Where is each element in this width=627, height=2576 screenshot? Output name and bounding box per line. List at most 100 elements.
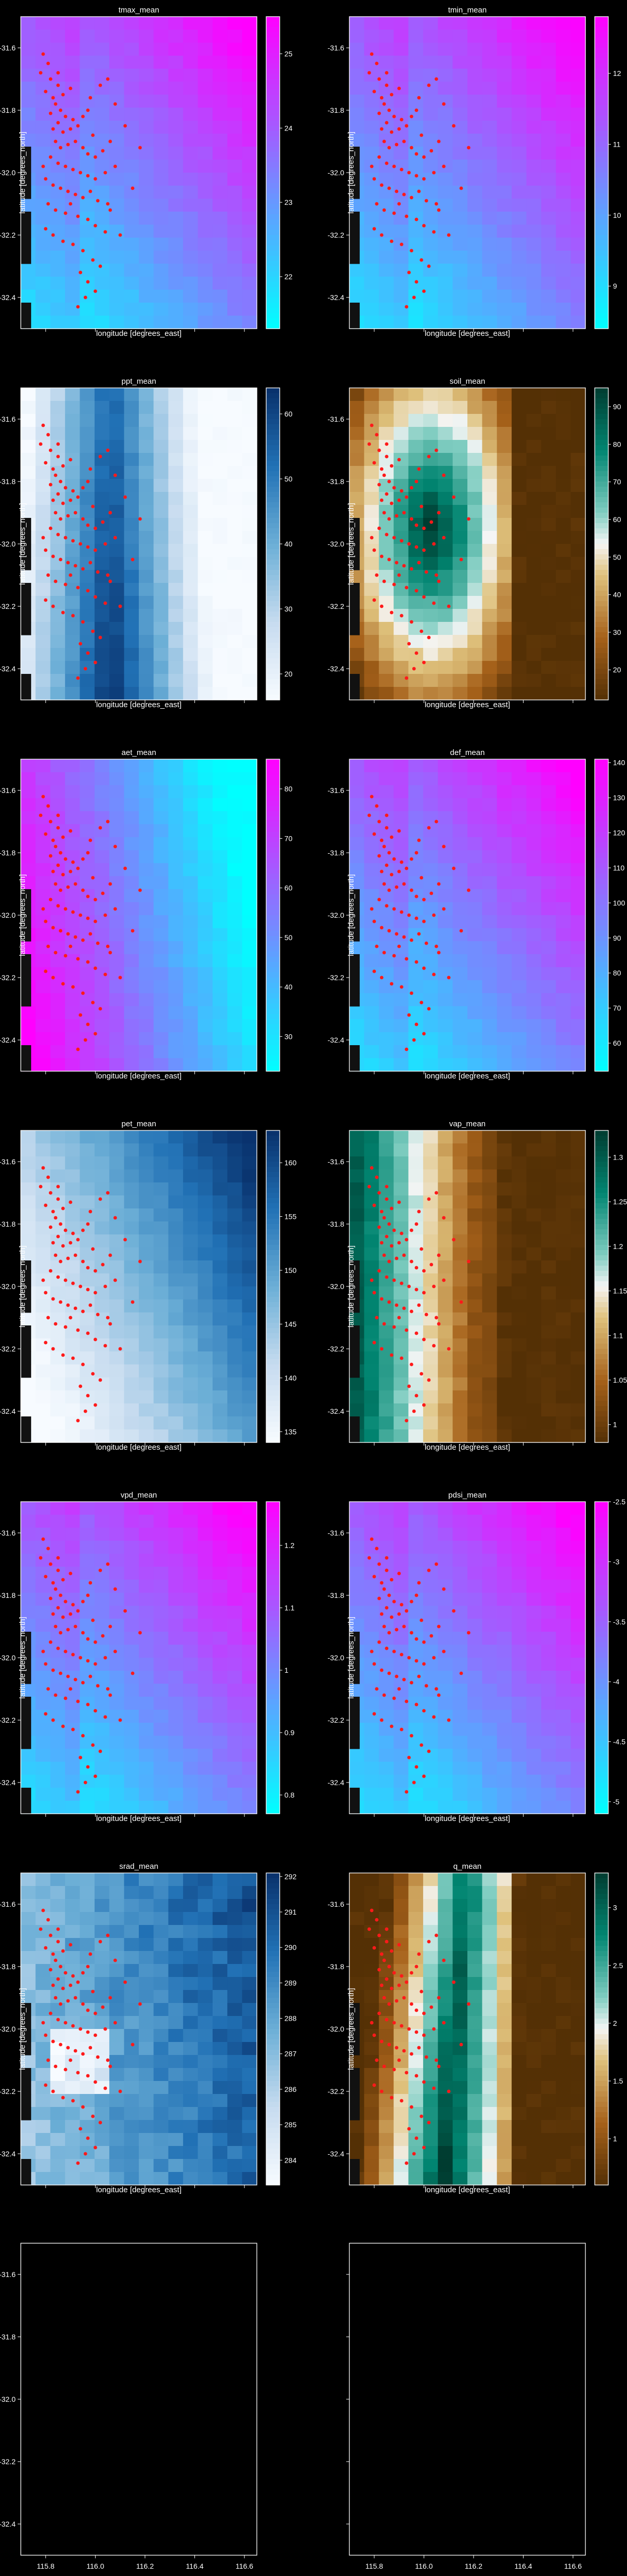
heatmap-cell: [80, 609, 95, 622]
heatmap-cell: [153, 1801, 169, 1814]
heatmap-cell: [212, 453, 228, 466]
subplot-def_mean: 60708090100110120130140-31.6-31.8-32.0-3…: [328, 748, 625, 1081]
heatmap-cell: [153, 544, 169, 557]
heatmap-cell: [408, 837, 424, 851]
heatmap-cell: [438, 1429, 453, 1443]
heatmap-cell: [212, 1567, 228, 1580]
heatmap-cell: [198, 1567, 213, 1580]
station-point: [385, 1275, 389, 1279]
colorbar-band: [266, 1333, 280, 1339]
station-point: [66, 561, 70, 565]
heatmap-cell: [541, 798, 556, 812]
heatmap-cell: [124, 264, 139, 277]
heatmap-cell: [153, 993, 169, 1007]
heatmap-cell: [242, 1619, 257, 1632]
heatmap-cell: [242, 1273, 257, 1287]
heatmap-cell: [124, 69, 139, 82]
colorbar-band: [595, 271, 608, 277]
station-point: [59, 517, 62, 521]
heatmap-cell: [242, 1130, 257, 1144]
heatmap-cell: [35, 518, 51, 531]
station-point: [54, 1216, 58, 1220]
station-point: [372, 227, 376, 231]
heatmap-cell: [556, 954, 571, 968]
heatmap-cell: [168, 759, 184, 773]
heatmap-cell: [124, 648, 139, 661]
heatmap-cell: [378, 1045, 394, 1059]
heatmap-cell: [139, 121, 154, 134]
heatmap-cell: [497, 544, 512, 557]
heatmap-cell: [526, 277, 542, 290]
heatmap-cell: [65, 1377, 81, 1391]
heatmap-cell: [438, 290, 453, 303]
colorbar-band: [266, 1255, 280, 1261]
station-point: [434, 1316, 438, 1320]
heatmap-cell: [65, 583, 81, 596]
heatmap-cell: [183, 785, 199, 799]
heatmap-cell: [21, 1006, 36, 1020]
heatmap-cell: [438, 401, 453, 414]
heatmap-cell: [109, 557, 125, 570]
heatmap-cell: [227, 1403, 243, 1417]
station-point: [94, 1337, 97, 1342]
colorbar-band: [266, 523, 280, 529]
heatmap-cell: [139, 1554, 154, 1567]
heatmap-cell: [65, 1697, 81, 1710]
heatmap-cell: [80, 251, 95, 264]
heatmap-cell: [109, 1775, 125, 1788]
colorbar-band: [266, 318, 280, 324]
station-point: [73, 1253, 77, 1257]
station-point: [44, 598, 48, 602]
station-point: [427, 83, 431, 87]
heatmap-cell: [80, 967, 95, 981]
station-point: [106, 448, 110, 452]
colorbar-band: [595, 1255, 608, 1261]
heatmap-cell: [139, 1247, 154, 1261]
heatmap-cell: [183, 251, 199, 264]
heatmap-cell: [512, 980, 527, 994]
colorbar-band: [266, 1338, 280, 1344]
y-tick-label: -32.2: [328, 973, 344, 982]
heatmap-cell: [526, 186, 542, 199]
station-point: [437, 1253, 441, 1257]
heatmap-cell: [168, 674, 184, 687]
station-point: [432, 913, 436, 917]
heatmap-cell: [227, 43, 243, 56]
heatmap-cell: [408, 1156, 424, 1170]
heatmap-cell: [227, 453, 243, 466]
station-point: [372, 177, 376, 181]
station-point: [414, 108, 419, 112]
colorbar-band: [595, 1240, 608, 1245]
heatmap-cell: [242, 622, 257, 635]
colorbar-band: [266, 931, 280, 936]
heatmap-cell: [378, 687, 394, 700]
heatmap-cell: [482, 811, 498, 825]
heatmap-cell: [556, 453, 571, 466]
heatmap-cell: [183, 518, 199, 531]
heatmap-cell: [570, 492, 586, 505]
heatmap-cell: [452, 1403, 468, 1417]
heatmap-cell: [408, 1032, 424, 1046]
heatmap-cell: [168, 1156, 184, 1170]
colorbar-tick-label: 40: [613, 591, 621, 599]
heatmap-cell: [482, 414, 498, 427]
station-point: [63, 164, 68, 168]
heatmap-cell: [168, 303, 184, 316]
heatmap-cell: [35, 1762, 51, 1775]
station-point: [59, 1259, 62, 1264]
heatmap-cell: [198, 264, 213, 277]
heatmap-cell: [541, 43, 556, 56]
heatmap-cell: [364, 440, 380, 453]
colorbar-band: [595, 1328, 608, 1334]
heatmap-cell: [153, 1580, 169, 1593]
colorbar-band: [595, 266, 608, 272]
colorbar-band: [595, 1056, 608, 1061]
heatmap-cell: [423, 1299, 438, 1313]
station-point: [79, 642, 83, 646]
heatmap-cell: [139, 596, 154, 609]
heatmap-cell: [183, 134, 199, 147]
heatmap-cell: [168, 212, 184, 225]
station-point: [387, 557, 391, 562]
heatmap-cell: [242, 1515, 257, 1528]
heatmap-cell: [512, 1325, 527, 1339]
